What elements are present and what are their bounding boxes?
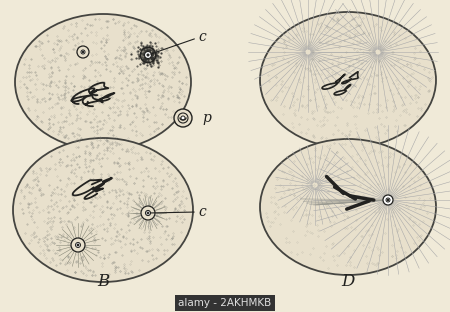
Circle shape [147, 54, 149, 56]
Text: alamy - 2AKHMKB: alamy - 2AKHMKB [178, 298, 272, 308]
Text: p: p [202, 111, 211, 125]
Circle shape [181, 116, 185, 120]
Ellipse shape [13, 138, 193, 282]
Circle shape [178, 113, 188, 123]
Circle shape [386, 198, 390, 202]
Circle shape [76, 242, 81, 247]
Circle shape [383, 195, 393, 205]
Circle shape [145, 211, 150, 216]
Ellipse shape [260, 12, 436, 148]
Circle shape [71, 238, 85, 252]
Text: D: D [341, 273, 355, 290]
Circle shape [174, 109, 192, 127]
Ellipse shape [15, 14, 191, 150]
Circle shape [144, 51, 152, 59]
Circle shape [81, 50, 85, 54]
Circle shape [77, 244, 79, 246]
Circle shape [77, 46, 89, 58]
Circle shape [147, 212, 149, 214]
Ellipse shape [260, 139, 436, 275]
Text: B: B [97, 273, 109, 290]
Circle shape [141, 206, 155, 220]
Text: c: c [198, 30, 206, 44]
Circle shape [82, 51, 84, 53]
Circle shape [387, 199, 389, 201]
Text: c: c [198, 205, 206, 219]
